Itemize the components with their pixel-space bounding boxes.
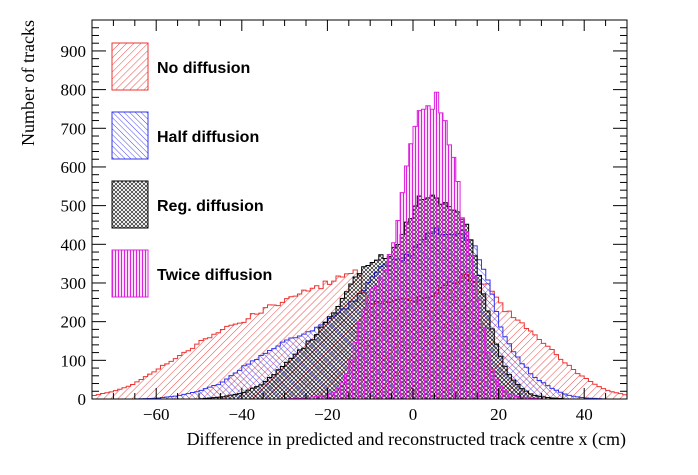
legend: No diffusion Half diffusion Reg. diffusion… <box>111 42 272 298</box>
y-tick-label: 400 <box>61 235 87 254</box>
x-tick-label: 40 <box>576 405 593 424</box>
x-tick-label: 0 <box>409 405 418 424</box>
legend-swatch <box>111 111 149 160</box>
x-tick-label: −40 <box>229 405 256 424</box>
legend-label: Half diffusion <box>157 129 259 146</box>
y-tick-label: 100 <box>61 351 87 370</box>
y-tick-label: 500 <box>61 197 87 216</box>
legend-swatch <box>111 180 149 229</box>
x-tick-label: 20 <box>490 405 507 424</box>
y-tick-label: 600 <box>61 158 87 177</box>
histograms <box>91 91 628 400</box>
x-axis: −60 −40 −20 0 20 40 <box>112 20 628 424</box>
y-tick-label: 300 <box>61 274 87 293</box>
y-tick-label: 200 <box>61 313 87 332</box>
y-axis-title: Number of tracks <box>18 20 38 146</box>
plot-frame <box>91 19 628 400</box>
legend-label: Twice diffusion <box>157 267 272 284</box>
y-axis: 0 100 200 300 400 500 600 700 800 900 <box>61 27 627 409</box>
legend-swatch <box>111 42 149 91</box>
y-tick-label: 900 <box>61 42 87 61</box>
legend-label: No diffusion <box>157 60 250 77</box>
x-tick-label: −20 <box>314 405 341 424</box>
y-tick-label: 800 <box>61 81 87 100</box>
legend-label: Reg. diffusion <box>157 198 264 215</box>
y-tick-label: 700 <box>61 119 87 138</box>
x-tick-label: −60 <box>143 405 170 424</box>
y-tick-label: 0 <box>78 390 87 409</box>
legend-swatch <box>111 249 149 298</box>
x-axis-title: Difference in predicted and reconstructe… <box>187 429 626 450</box>
